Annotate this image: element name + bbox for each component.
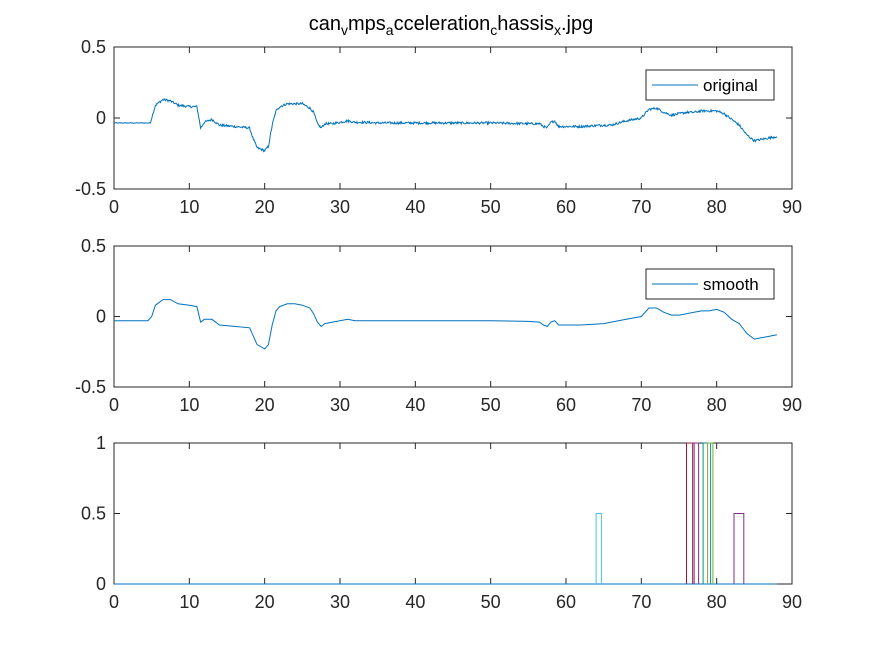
x-tick-label: 20 (255, 592, 275, 612)
series-line (595, 513, 602, 584)
chart-title: canvmpsaccelerationchassisx.jpg (309, 13, 594, 38)
x-tick-label: 20 (255, 197, 275, 217)
x-tick-label: 30 (330, 592, 350, 612)
x-tick-label: 70 (631, 197, 651, 217)
title-part: cceleration (394, 13, 491, 35)
x-tick-label: 50 (481, 395, 501, 415)
y-tick-label: 0 (96, 574, 106, 594)
y-tick-label: 1 (96, 433, 106, 453)
x-tick-label: 40 (405, 592, 425, 612)
y-tick-label: 0 (96, 307, 106, 327)
title-part: can (309, 13, 341, 35)
axes-box (113, 46, 793, 190)
x-tick-label: 20 (255, 395, 275, 415)
axes-box (113, 442, 793, 585)
series-line (733, 513, 745, 584)
x-tick-label: 10 (179, 395, 199, 415)
x-tick-label: 10 (179, 197, 199, 217)
y-tick-label: -0.5 (75, 377, 106, 397)
title-part: x (554, 22, 561, 38)
x-tick-label: 40 (405, 395, 425, 415)
x-tick-label: 80 (707, 197, 727, 217)
x-tick-label: 90 (782, 197, 802, 217)
x-tick-label: 80 (707, 592, 727, 612)
y-tick-label: -0.5 (75, 179, 106, 199)
x-tick-label: 60 (556, 395, 576, 415)
y-tick-label: 0.5 (81, 37, 106, 57)
x-tick-label: 50 (481, 197, 501, 217)
y-tick-label: 0.5 (81, 504, 106, 524)
x-tick-label: 50 (481, 592, 501, 612)
x-tick-label: 60 (556, 592, 576, 612)
x-tick-label: 0 (109, 197, 119, 217)
x-tick-label: 0 (109, 395, 119, 415)
x-tick-label: 60 (556, 197, 576, 217)
y-tick-label: 0 (96, 108, 106, 128)
x-tick-label: 70 (631, 395, 651, 415)
series-line (692, 442, 700, 584)
series-line-smooth (114, 299, 777, 350)
x-tick-label: 40 (405, 197, 425, 217)
title-part: c (490, 22, 497, 38)
title-part: hassis (497, 13, 554, 35)
legend-label: smooth (703, 275, 759, 294)
axes-box (113, 245, 793, 388)
x-tick-label: 30 (330, 197, 350, 217)
series-line (686, 442, 695, 584)
title-part: a (386, 22, 394, 38)
series-line (707, 442, 714, 584)
y-tick-label: 0.5 (81, 236, 106, 256)
x-tick-label: 90 (782, 592, 802, 612)
title-part: v (341, 22, 348, 38)
axes-flags: 0 10 20 30 40 50 60 70 80 90 0 0.5 1 (81, 433, 802, 612)
x-tick-label: 30 (330, 395, 350, 415)
series-line (702, 442, 712, 584)
title-part: .jpg (561, 13, 593, 35)
x-tick-label: 10 (179, 592, 199, 612)
x-tick-label: 0 (109, 592, 119, 612)
x-tick-label: 90 (782, 395, 802, 415)
series-line-original (113, 97, 778, 153)
title-part: mps (348, 13, 386, 35)
x-tick-label: 80 (707, 395, 727, 415)
x-tick-label: 70 (631, 592, 651, 612)
legend-label: original (703, 76, 758, 95)
